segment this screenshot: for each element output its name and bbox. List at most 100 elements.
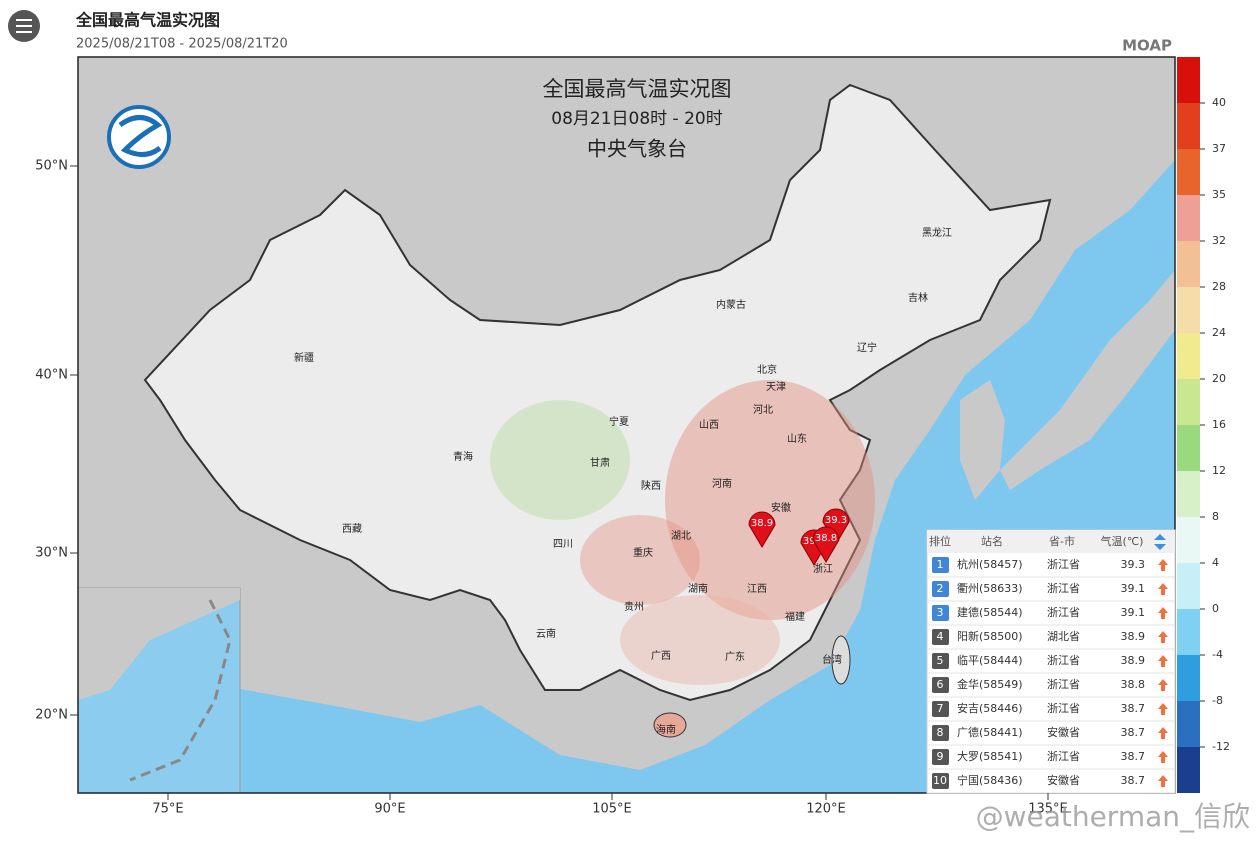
station: 宁国(58436) — [957, 773, 1023, 787]
legend-band — [1177, 333, 1200, 379]
legend-tick-label: 8 — [1212, 510, 1219, 523]
sort-icon[interactable] — [1154, 534, 1166, 550]
rank: 6 — [937, 678, 944, 691]
region-label: 山东 — [787, 432, 807, 445]
province: 浙江省 — [1047, 606, 1080, 619]
rank: 10 — [933, 774, 947, 787]
lon-label: 90°E — [374, 802, 405, 817]
rank-badge — [932, 653, 949, 669]
temperature: 38.8 — [1121, 678, 1146, 691]
rank-badge — [932, 605, 949, 621]
rank-badge — [932, 773, 949, 789]
marker-label: 38.9 — [751, 518, 773, 529]
station: 杭州(58457) — [957, 557, 1023, 571]
inset-boundary — [129, 599, 232, 782]
page-title: 全国最高气温实况图 — [75, 11, 220, 30]
inset-land — [78, 588, 240, 700]
legend-band — [1177, 425, 1200, 471]
legend-tick-label: 16 — [1212, 418, 1226, 431]
table-background — [926, 529, 1176, 794]
region-label: 福建 — [785, 610, 805, 623]
region-label: 安徽 — [771, 501, 791, 514]
province: 浙江省 — [1047, 678, 1080, 691]
province: 湖北省 — [1047, 630, 1080, 643]
rise-arrow — [1158, 703, 1168, 715]
region-label: 吉林 — [908, 291, 928, 304]
station: 大罗(58541) — [957, 749, 1023, 763]
column-header: 排位 — [929, 534, 951, 548]
heat-shade — [580, 515, 700, 605]
temperature: 39.3 — [1121, 558, 1146, 571]
region-label: 湖南 — [688, 582, 708, 595]
region-label: 天津 — [766, 381, 786, 393]
temperature: 38.7 — [1121, 774, 1146, 787]
rise-arrow — [1158, 655, 1168, 667]
legend-band — [1177, 195, 1200, 241]
province: 浙江省 — [1047, 750, 1080, 763]
region-label: 广东 — [725, 650, 745, 663]
region-label: 广西 — [651, 650, 671, 662]
rank: 1 — [937, 558, 944, 571]
map-agency: 中央气象台 — [587, 137, 687, 161]
legend-band — [1177, 563, 1200, 609]
province: 浙江省 — [1047, 654, 1080, 667]
temperature: 38.7 — [1121, 750, 1146, 763]
table-header — [927, 530, 1175, 553]
station: 广德(58441) — [957, 725, 1023, 739]
province: 安徽省 — [1047, 725, 1080, 739]
region-label: 贵州 — [624, 600, 644, 613]
province: 浙江省 — [1047, 702, 1080, 715]
heat-shade — [665, 380, 875, 620]
watermark: @weatherman_信欣 — [976, 800, 1250, 833]
rank-badge — [932, 701, 949, 717]
column-header: 站名 — [981, 534, 1003, 548]
legend-tick-label: 24 — [1212, 326, 1226, 339]
rank: 4 — [937, 630, 944, 643]
station: 建德(58544) — [957, 605, 1023, 619]
column-header: 气温(℃) — [1101, 534, 1144, 548]
rank: 8 — [937, 726, 944, 739]
legend-tick-label: 4 — [1212, 556, 1219, 569]
rank-badge — [932, 581, 949, 597]
region-label: 甘肃 — [590, 456, 610, 469]
rank-badge — [932, 557, 949, 573]
legend-band — [1177, 701, 1200, 747]
menu-icon — [16, 19, 32, 33]
legend-band — [1177, 379, 1200, 425]
source-label: MOAP — [1122, 37, 1172, 55]
legend-tick-label: 32 — [1212, 234, 1226, 247]
ranking-table: 排位 站名 省-市 气温(℃) 1 杭州(58457) 浙江省 39.3 2 衢州(58633) 浙… — [926, 529, 1176, 794]
lon-label: 120°E — [806, 802, 846, 817]
province: 安徽省 — [1047, 773, 1080, 787]
land-japan — [1000, 270, 1175, 490]
legend-tick-label: 37 — [1212, 142, 1226, 155]
region-label: 河北 — [753, 404, 773, 416]
rise-arrow — [1158, 751, 1168, 763]
legend-tick-label: -8 — [1212, 694, 1223, 707]
region-label: 黑龙江 — [922, 226, 952, 239]
map-title: 全国最高气温实况图 — [543, 77, 732, 101]
region-label: 四川 — [553, 539, 573, 550]
region-label: 内蒙古 — [716, 298, 746, 311]
rank-badge — [932, 677, 949, 693]
rise-arrow — [1158, 607, 1168, 619]
temperature: 38.7 — [1121, 702, 1146, 715]
province: 浙江省 — [1047, 582, 1080, 595]
temperature: 38.9 — [1121, 630, 1146, 643]
station: 安吉(58446) — [957, 701, 1023, 715]
station: 衢州(58633) — [957, 582, 1023, 595]
rise-arrow — [1158, 775, 1168, 787]
cool-shade — [490, 400, 630, 520]
rank: 9 — [937, 750, 944, 763]
region-label: 海南 — [656, 723, 676, 736]
legend-band — [1177, 241, 1200, 287]
region-label: 浙江 — [813, 563, 833, 575]
region-label: 河南 — [712, 477, 732, 490]
rank-badge — [932, 629, 949, 645]
legend-tick-label: -4 — [1212, 648, 1223, 661]
station: 金华(58549) — [957, 677, 1023, 691]
legend-tick-label: 20 — [1212, 372, 1226, 385]
legend-band — [1177, 609, 1200, 655]
region-label: 宁夏 — [609, 415, 629, 428]
legend-band — [1177, 517, 1200, 563]
